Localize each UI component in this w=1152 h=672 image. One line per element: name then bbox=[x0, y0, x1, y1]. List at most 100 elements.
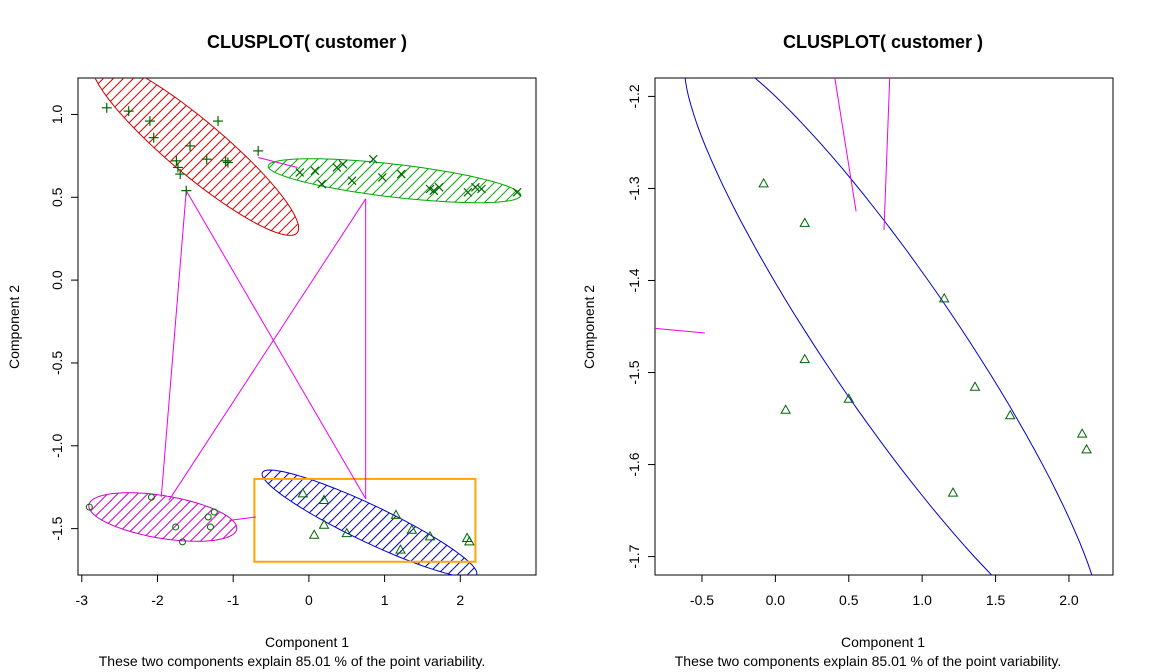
zoom-region-box bbox=[253, 477, 477, 563]
cluster-ellipse bbox=[261, 469, 478, 575]
cluster-distance-line bbox=[160, 190, 187, 498]
cluster-ellipse bbox=[88, 492, 238, 542]
data-point-circle bbox=[172, 523, 180, 531]
data-point-cross bbox=[295, 168, 305, 177]
cluster-distance-line bbox=[883, 78, 891, 230]
x-tick-label: -2 bbox=[151, 592, 164, 608]
data-point-circle bbox=[204, 513, 212, 521]
data-point-triangle bbox=[308, 529, 320, 539]
data-point-triangle bbox=[297, 487, 309, 498]
data-point-plus bbox=[171, 155, 182, 166]
y-tick-label: -1.5 bbox=[49, 516, 65, 540]
right-plot-area bbox=[655, 78, 1093, 575]
data-point-cross bbox=[317, 179, 327, 189]
y-tick-label: 0.0 bbox=[49, 270, 65, 290]
x-tick-label: 1 bbox=[381, 592, 389, 608]
data-point-cross bbox=[396, 169, 406, 179]
data-point-triangle bbox=[318, 519, 330, 529]
x-tick-label: -1 bbox=[227, 592, 240, 608]
cluster-hatching bbox=[92, 78, 299, 236]
data-point-plus bbox=[213, 116, 224, 127]
x-tick-label: 2.0 bbox=[1059, 592, 1079, 608]
data-point-cross bbox=[434, 182, 444, 192]
data-point-triangle bbox=[799, 353, 811, 364]
y-tick-label: -0.5 bbox=[49, 351, 65, 375]
data-point-plus bbox=[175, 169, 186, 180]
y-tick-label: -1.4 bbox=[626, 268, 642, 292]
right-plot-frame bbox=[654, 77, 1114, 576]
data-point-triangle bbox=[843, 393, 855, 403]
data-point-cross bbox=[332, 163, 342, 172]
data-point-circle bbox=[178, 538, 186, 546]
data-point-cross bbox=[368, 154, 378, 164]
cluster-ellipse bbox=[267, 158, 522, 204]
data-point-triangle bbox=[969, 381, 981, 391]
left-plot-frame bbox=[77, 77, 537, 576]
left-chart-title: CLUSPLOT( customer ) bbox=[207, 32, 407, 52]
data-point-circle bbox=[210, 508, 218, 516]
data-point-cross bbox=[377, 172, 387, 182]
right-variability-note: These two components explain 85.01 % of … bbox=[675, 653, 1062, 669]
data-point-plus bbox=[220, 155, 231, 166]
data-point-plus bbox=[222, 157, 233, 168]
cluster-distance-line bbox=[168, 198, 367, 501]
data-point-triangle bbox=[758, 177, 769, 188]
x-tick-label: -3 bbox=[76, 592, 89, 608]
left-axes: -3 -2 -1 0 1 2 -1.5 -1.0 -0.5 0.0 0.5 1.0 bbox=[49, 105, 464, 608]
right-y-axis-label: Component 2 bbox=[581, 285, 597, 369]
cluster-distance-line bbox=[229, 516, 256, 521]
data-point-plus bbox=[144, 116, 155, 127]
y-tick-label: 1.0 bbox=[49, 105, 65, 125]
left-y-axis-label: Component 2 bbox=[6, 285, 22, 369]
data-point-cross bbox=[338, 159, 348, 169]
y-tick-label: -1.2 bbox=[626, 84, 642, 108]
data-point-cross bbox=[477, 184, 486, 194]
left-clusplot-panel: CLUSPLOT( customer ) -3 -2 -1 0 1 2 -1.5 -1.0 -0… bbox=[6, 32, 537, 669]
cluster-distance-line bbox=[185, 190, 367, 500]
data-point-cross bbox=[471, 182, 480, 192]
data-point-triangle bbox=[424, 530, 436, 541]
data-point-plus bbox=[185, 140, 196, 151]
data-point-cross bbox=[310, 166, 320, 176]
data-point-triangle bbox=[1076, 428, 1088, 438]
data-point-circle bbox=[147, 493, 155, 501]
cluster-distance-line bbox=[258, 157, 298, 168]
right-chart-title: CLUSPLOT( customer ) bbox=[783, 32, 983, 52]
data-point-cross bbox=[512, 187, 522, 197]
x-tick-label: 1.5 bbox=[986, 592, 1006, 608]
data-point-triangle bbox=[947, 487, 959, 497]
data-point-plus bbox=[101, 102, 112, 113]
x-tick-label: 0.0 bbox=[766, 592, 786, 608]
data-point-cross bbox=[463, 187, 473, 197]
left-variability-note: These two components explain 85.01 % of … bbox=[99, 653, 486, 669]
data-point-plus bbox=[253, 145, 264, 156]
data-point-plus bbox=[172, 162, 183, 173]
x-tick-label: 1.0 bbox=[912, 592, 932, 608]
data-point-triangle bbox=[1081, 443, 1092, 454]
y-tick-label: -1.0 bbox=[49, 434, 65, 458]
data-point-triangle bbox=[390, 509, 402, 519]
data-point-triangle bbox=[406, 524, 418, 534]
left-x-axis-label: Component 1 bbox=[265, 634, 349, 650]
left-plot-area bbox=[85, 78, 522, 575]
data-point-plus bbox=[148, 132, 159, 143]
cluster-distance-line bbox=[655, 327, 705, 334]
right-axes: -0.5 0.0 0.5 1.0 1.5 2.0 -1.7 -1.6 -1.5 -1.4 -1.3 -… bbox=[626, 84, 1079, 608]
data-point-cross bbox=[429, 186, 439, 196]
x-tick-label: 0.5 bbox=[839, 592, 859, 608]
cluster-distance-line bbox=[834, 78, 857, 212]
y-tick-label: -1.6 bbox=[626, 452, 642, 476]
x-tick-label: -0.5 bbox=[690, 592, 714, 608]
data-point-triangle bbox=[318, 494, 330, 504]
data-point-circle bbox=[206, 523, 214, 531]
y-tick-label: -1.7 bbox=[626, 544, 642, 568]
data-point-triangle bbox=[780, 404, 792, 414]
right-clusplot-panel: CLUSPLOT( customer ) -0.5 0.0 0.5 1.0 1.5 2.0… bbox=[581, 32, 1114, 669]
data-point-circle bbox=[85, 503, 93, 511]
y-tick-label: -1.3 bbox=[626, 176, 642, 200]
data-point-triangle bbox=[1004, 409, 1016, 420]
data-point-triangle bbox=[938, 292, 950, 303]
cluster-ellipse bbox=[94, 78, 300, 236]
y-tick-label: 0.5 bbox=[49, 187, 65, 207]
